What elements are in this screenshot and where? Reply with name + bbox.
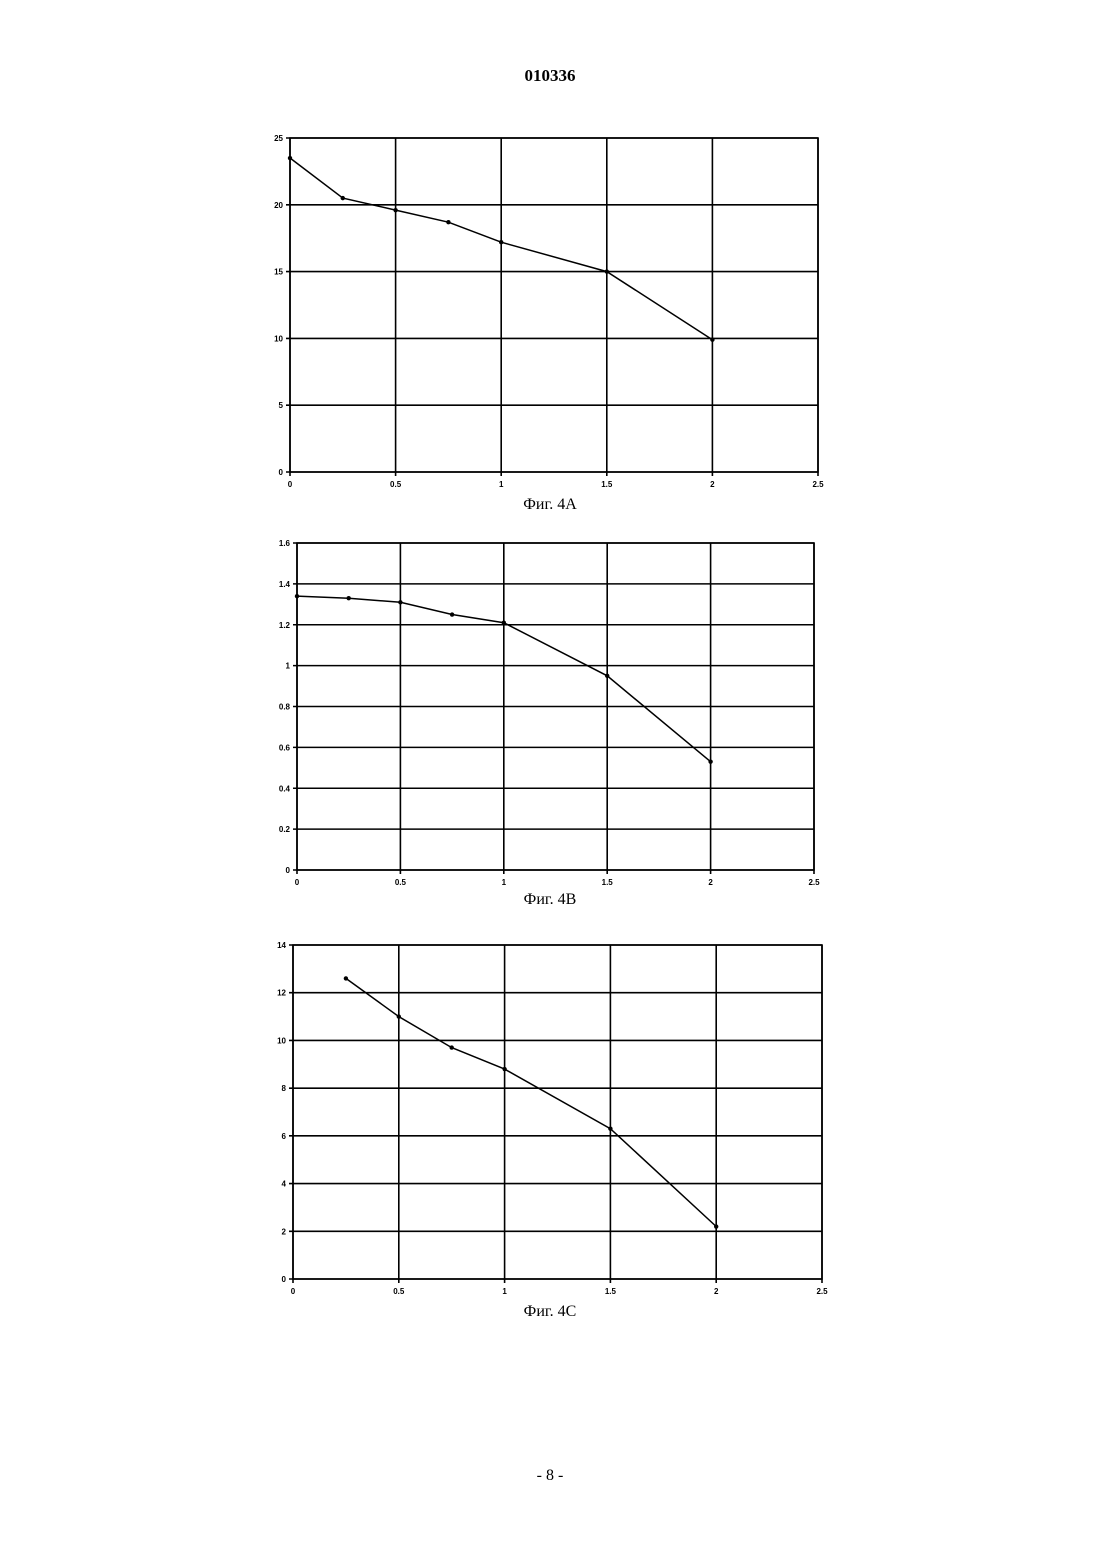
x-tick-label: 1 xyxy=(502,1287,507,1296)
y-tick-label: 2 xyxy=(282,1227,287,1236)
x-tick-label: 2 xyxy=(714,1287,719,1296)
x-tick-label: 2.5 xyxy=(816,1287,828,1296)
chart-fig-4c-svg: 0 2 4 6 8 10 12 14 0 0.5 1 1.5 2 2.5 xyxy=(0,0,1100,1325)
y-tick-label: 8 xyxy=(282,1084,287,1093)
y-tick-label: 14 xyxy=(277,941,286,950)
x-tick-label: 1.5 xyxy=(605,1287,617,1296)
x-tick-label: 0.5 xyxy=(393,1287,405,1296)
y-tick-label: 6 xyxy=(282,1132,287,1141)
data-point xyxy=(397,1014,401,1018)
chart-caption-fig-4c: Фиг. 4С xyxy=(0,1303,1100,1321)
page-number: - 8 - xyxy=(0,1467,1100,1485)
data-point xyxy=(608,1127,612,1131)
series-line xyxy=(346,978,716,1226)
x-tick-label: 0 xyxy=(291,1287,296,1296)
data-point xyxy=(502,1067,506,1071)
data-point xyxy=(450,1045,454,1049)
y-tick-label: 12 xyxy=(277,989,286,998)
y-tick-label: 10 xyxy=(277,1036,286,1045)
y-tick-label: 4 xyxy=(282,1180,287,1189)
chart-fig-4c: 0 2 4 6 8 10 12 14 0 0.5 1 1.5 2 2.5 Фиг. 4С xyxy=(0,0,1100,1325)
y-tick-label: 0 xyxy=(282,1275,287,1284)
plot-frame xyxy=(293,945,822,1279)
data-point xyxy=(714,1224,718,1228)
data-point xyxy=(344,976,348,980)
